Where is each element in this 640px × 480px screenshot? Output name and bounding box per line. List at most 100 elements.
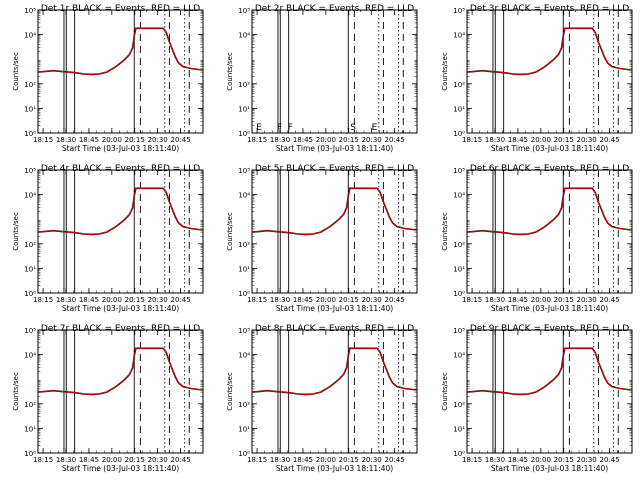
x-tick-label: 18:30 [56,456,76,464]
y-tick-label: 10¹ [238,425,250,433]
x-tick-label: 18:45 [79,456,99,464]
y-axis-label: Counts/sec [12,372,20,411]
series-lld [37,347,204,395]
x-tick-label: 20:45 [384,296,404,304]
x-tick-label: 18:15 [33,136,53,144]
x-tick-label: 20:45 [384,456,404,464]
panel-title: Det 6r BLACK = Events, RED = LLD [470,164,629,174]
panel-det-9: 10⁰ 10¹ 10² 10⁴ 10⁵ 18:15 18:30 18:45 20:00 20:15… [441,324,633,473]
series-lld [466,27,633,75]
x-tick-label: 18:45 [293,456,313,464]
x-axis-label: Start Time (03-Jul-03 18:11:40) [276,304,393,313]
y-tick-label: 10⁴ [238,32,250,40]
x-tick-label: 20:45 [170,296,190,304]
y-tick-label: 10⁴ [24,192,36,200]
y-tick-label: 10² [238,81,250,89]
x-tick-label: 20:15 [125,456,145,464]
x-tick-label: 20:15 [554,456,574,464]
series-lld [251,347,418,395]
y-axis-label: Counts/sec [226,372,234,411]
y-tick-label: 10² [24,401,36,409]
x-tick-label: 20:30 [362,456,382,464]
y-tick-label: 10¹ [453,105,465,113]
marker-letter: E [372,123,378,133]
panel-title: Det 9r BLACK = Events, RED = LLD [470,324,629,334]
x-tick-label: 18:30 [270,136,290,144]
marker-letter: F [277,123,282,133]
panel-title: Det 5r BLACK = Events, RED = LLD [255,164,414,174]
series-events [466,347,633,396]
x-tick-label: 18:30 [485,296,505,304]
x-tick-label: 20:15 [339,456,359,464]
y-tick-label: 10⁰ [238,450,250,458]
x-tick-label: 18:15 [247,136,267,144]
x-tick-label: 20:00 [316,136,336,144]
y-tick-label: 10⁵ [238,327,250,335]
y-tick-label: 10⁴ [24,352,36,360]
x-axis-label: Start Time (03-Jul-03 18:11:40) [62,464,179,473]
y-tick-label: 10⁵ [453,7,465,15]
x-tick-label: 18:15 [247,296,267,304]
y-tick-label: 10² [453,241,465,249]
panel-det-7: 10⁰ 10¹ 10² 10⁴ 10⁵ 18:15 18:30 18:45 20:00 20:15… [12,324,204,473]
x-axis-label: Start Time (03-Jul-03 18:11:40) [62,304,179,313]
y-tick-label: 10⁰ [453,450,465,458]
x-tick-label: 20:30 [148,296,168,304]
y-tick-label: 10² [453,81,465,89]
panel-det-1: 10⁰ 10¹ 10² 10⁴ 10⁵ 18:15 18:30 18:45 20:00 20:15… [12,4,204,153]
y-tick-label: 10⁵ [24,327,36,335]
y-axis-label: Counts/sec [441,212,449,251]
y-tick-label: 10² [453,401,465,409]
series-lld [466,187,633,235]
marker-letter: E [256,123,262,133]
y-tick-label: 10⁴ [238,352,250,360]
x-tick-label: 18:15 [33,456,53,464]
y-tick-label: 10¹ [24,265,36,273]
x-tick-label: 18:30 [56,136,76,144]
y-tick-label: 10⁵ [24,7,36,15]
x-tick-label: 20:15 [339,296,359,304]
x-tick-label: 18:45 [508,296,528,304]
x-tick-label: 20:30 [577,136,597,144]
series-events [251,347,418,396]
y-tick-label: 10⁰ [24,450,36,458]
x-tick-label: 20:00 [316,456,336,464]
y-tick-label: 10⁴ [453,32,465,40]
y-axis-label: Counts/sec [226,212,234,251]
panel-title: Det 4r BLACK = Events, RED = LLD [41,164,200,174]
x-tick-label: 18:30 [485,136,505,144]
x-axis-label: Start Time (03-Jul-03 18:11:40) [491,304,608,313]
series-lld [37,187,204,235]
y-tick-label: 10⁰ [238,290,250,298]
y-tick-label: 10⁰ [24,290,36,298]
x-tick-label: 20:30 [148,456,168,464]
x-tick-label: 20:30 [362,136,382,144]
x-tick-label: 20:45 [599,136,619,144]
x-tick-label: 20:15 [339,136,359,144]
x-tick-label: 18:45 [79,296,99,304]
x-axis-label: Start Time (03-Jul-03 18:11:40) [62,144,179,153]
series-events [466,187,633,236]
x-tick-label: 20:30 [577,456,597,464]
y-tick-label: 10⁰ [453,130,465,138]
y-tick-label: 10¹ [453,425,465,433]
x-tick-label: 18:45 [79,136,99,144]
x-tick-label: 18:30 [485,456,505,464]
x-tick-label: 20:00 [531,136,551,144]
x-tick-label: 20:15 [554,136,574,144]
panel-title: Det 3r BLACK = Events, RED = LLD [470,4,629,14]
panel-title: Det 7r BLACK = Events, RED = LLD [41,324,200,334]
x-axis-label: Start Time (03-Jul-03 18:11:40) [276,464,393,473]
x-tick-label: 18:15 [247,456,267,464]
x-tick-label: 18:15 [462,456,482,464]
y-axis-label: Counts/sec [12,52,20,91]
x-tick-label: 18:15 [33,296,53,304]
y-axis-label: Counts/sec [226,52,234,91]
x-axis-label: Start Time (03-Jul-03 18:11:40) [276,144,393,153]
series-lld [251,187,418,235]
y-tick-label: 10² [24,81,36,89]
panel-det-2: 10⁰ 10¹ 10² 10⁴ 10⁵ 18:15 18:30 18:45 20:00 20:15… [226,4,418,153]
marker-letter: F [288,123,293,133]
series-events [37,27,204,76]
panel-det-6: 10⁰ 10¹ 10² 10⁴ 10⁵ 18:15 18:30 18:45 20:00 20:15… [441,164,633,313]
